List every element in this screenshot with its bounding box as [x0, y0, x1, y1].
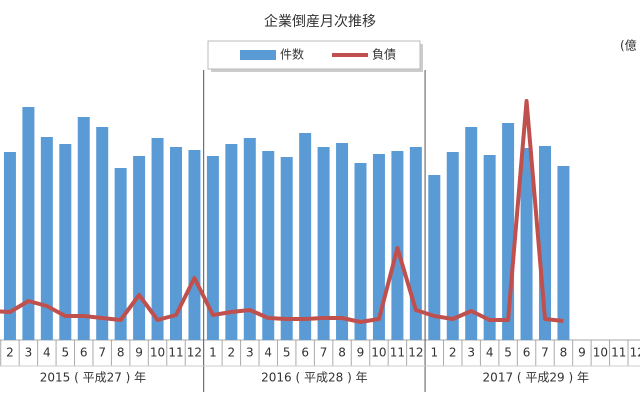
bar: [354, 163, 367, 340]
x-tick-label: 8: [117, 346, 125, 360]
x-tick-label: 6: [301, 346, 309, 360]
bar: [114, 168, 127, 340]
bar: [188, 150, 201, 340]
x-tick-label: 7: [541, 346, 549, 360]
bar: [336, 143, 349, 340]
year-label: 2015 ( 平成27 ) 年: [40, 371, 146, 385]
x-tick-label: 5: [61, 346, 69, 360]
x-tick-label: 11: [390, 346, 405, 360]
x-tick-label: 5: [504, 346, 512, 360]
chart-title: 企業倒産月次推移: [264, 13, 376, 30]
x-tick-label: 4: [43, 346, 51, 360]
bar: [299, 133, 312, 340]
bar: [243, 138, 256, 340]
bar: [372, 154, 385, 340]
x-tick-label: 8: [338, 346, 346, 360]
bar: [225, 144, 238, 340]
legend-label: 件数: [280, 47, 304, 62]
bar: [428, 175, 441, 340]
x-tick-label: 12: [630, 346, 640, 360]
line: [0, 99, 564, 324]
x-tick-label: 4: [486, 346, 494, 360]
bar: [409, 147, 422, 340]
legend-label: 負債: [372, 47, 396, 62]
year-label: 2017 ( 平成29 ) 年: [483, 371, 589, 385]
bar: [151, 138, 164, 340]
y2-axis-label: (億: [620, 39, 637, 53]
x-tick-label: 7: [98, 346, 106, 360]
bar: [446, 152, 459, 340]
bar: [391, 151, 404, 340]
bar: [483, 155, 496, 340]
year-label: 2016 ( 平成28 ) 年: [261, 371, 367, 385]
x-tick-label: 2: [6, 346, 14, 360]
x-tick-label: 10: [150, 346, 165, 360]
x-tick-label: 2: [449, 346, 457, 360]
x-tick-label: 11: [611, 346, 626, 360]
x-tick-label: 1: [209, 346, 217, 360]
x-tick-label: 12: [408, 346, 423, 360]
x-tick-label: 6: [523, 346, 531, 360]
x-tick-label: 4: [264, 346, 272, 360]
x-tick-label: 10: [593, 346, 608, 360]
bar: [22, 107, 35, 340]
x-tick-label: 9: [578, 346, 586, 360]
bar: [520, 148, 533, 340]
legend-swatch: [240, 50, 276, 60]
bar: [262, 151, 275, 340]
x-tick-label: 7: [320, 346, 328, 360]
bar: [170, 147, 182, 340]
x-tick-label: 3: [467, 346, 475, 360]
x-tick-label: 1: [430, 346, 438, 360]
x-tick-label: 5: [283, 346, 291, 360]
bar: [59, 144, 72, 340]
bar: [3, 152, 16, 340]
bar: [465, 127, 478, 340]
x-tick-label: 10: [371, 346, 386, 360]
x-tick-label: 3: [246, 346, 254, 360]
bar: [133, 156, 146, 340]
bar: [557, 166, 570, 340]
bar: [502, 123, 515, 340]
bar: [206, 156, 219, 340]
x-tick-label: 12: [187, 346, 202, 360]
bar: [40, 137, 53, 340]
bar: [280, 157, 293, 340]
x-tick-label: 9: [357, 346, 365, 360]
x-tick-label: 11: [168, 346, 183, 360]
bar: [317, 147, 330, 340]
x-tick-label: 3: [25, 346, 33, 360]
x-tick-label: 2: [228, 346, 236, 360]
x-tick-label: 8: [560, 346, 568, 360]
x-tick-label: 6: [80, 346, 88, 360]
bar: [77, 117, 90, 340]
bar: [96, 127, 109, 340]
x-tick-label: 9: [135, 346, 143, 360]
